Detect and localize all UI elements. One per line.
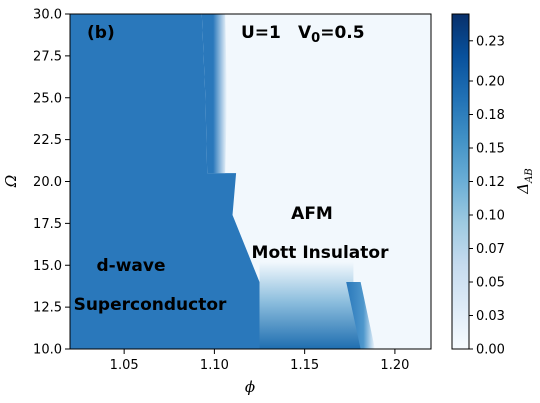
colorbar-label: ΔAB [514, 168, 535, 194]
colorbar-tick-label: 0.12 [476, 175, 505, 190]
y-tick-label: 15.0 [33, 259, 62, 274]
colorbar-tick-label: 0.15 [476, 142, 505, 157]
x-axis: 1.05 1.10 1.15 1.20 [110, 349, 409, 373]
colorbar-tick-label: 0.23 [476, 34, 505, 49]
y-axis-label: Ω [2, 175, 20, 188]
colorbar-tick-label: 0.07 [476, 242, 505, 257]
panel-label: (b) [87, 23, 115, 43]
y-tick-label: 10.0 [33, 343, 62, 358]
region-sc-line2: Superconductor [74, 295, 227, 315]
superconductor-region-cell [70, 14, 260, 349]
colorbar-label-main: Δ [514, 183, 532, 195]
param-v-subscript: 0 [311, 31, 320, 46]
y-tick-label: 25.0 [33, 91, 62, 106]
upper-boundary-cell [201, 14, 227, 174]
param-u: U=1 [241, 23, 281, 43]
y-tick-label: 12.5 [33, 301, 62, 316]
x-tick-label: 1.10 [200, 358, 229, 373]
colorbar-axis: 0.00 0.03 0.05 0.07 0.10 0.12 0.15 0.18 0.20 0.23 [469, 34, 505, 358]
y-axis: 10.0 12.5 15.0 17.5 20.0 22.5 25.0 27.5 30.0 [33, 8, 70, 358]
region-sc-line1: d-wave [96, 256, 165, 276]
region-afm-line1: AFM [291, 204, 333, 224]
y-tick-label: 30.0 [33, 8, 62, 23]
colorbar [451, 13, 470, 350]
y-tick-label: 20.0 [33, 175, 62, 190]
x-tick-label: 1.05 [110, 358, 139, 373]
param-v: V0=0.5 [298, 23, 365, 46]
colorbar-tick-label: 0.20 [476, 75, 505, 90]
colorbar-tick-label: 0.18 [476, 108, 505, 123]
param-v-value: =0.5 [320, 23, 364, 43]
colorbar-tick-label: 0.00 [476, 343, 505, 358]
y-tick-label: 27.5 [33, 49, 62, 64]
colorbar-tick-label: 0.10 [476, 209, 505, 224]
parameter-label: U=1 V0=0.5 [241, 23, 365, 46]
y-tick-label: 22.5 [33, 133, 62, 148]
x-axis-label: ϕ [245, 378, 255, 396]
tongue-edge-cell [346, 282, 375, 349]
colorbar-tick-label: 0.05 [476, 276, 505, 291]
lower-tongue-cell [259, 261, 368, 349]
region-afm-line2: Mott Insulator [252, 243, 390, 263]
heatmap [70, 14, 431, 349]
colorbar-tick-label: 0.03 [476, 309, 505, 324]
param-v-symbol: V [298, 23, 312, 43]
x-tick-label: 1.20 [380, 358, 409, 373]
colorbar-label-sub: AB [524, 168, 535, 184]
x-tick-label: 1.15 [290, 358, 319, 373]
y-tick-label: 17.5 [33, 217, 62, 232]
